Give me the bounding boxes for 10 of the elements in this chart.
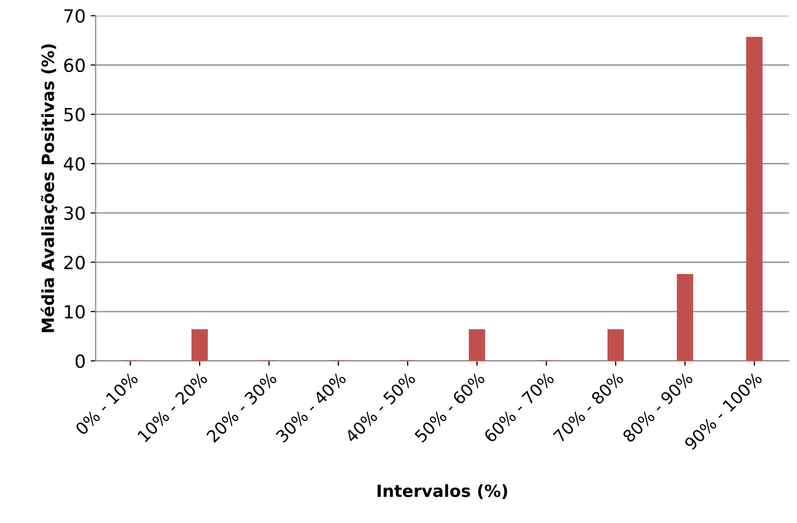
y-tick-label: 20 [64, 256, 85, 270]
y-tick-label: 50 [64, 108, 85, 122]
y-tick-label: 40 [64, 157, 85, 171]
y-tick-label: 70 [64, 9, 85, 23]
y-axis-title: Média Avaliações Positivas (%) [40, 44, 58, 332]
y-tick-label: 60 [64, 58, 85, 72]
y-tick-label: 30 [64, 206, 85, 220]
x-axis-title: Intervalos (%) [378, 484, 508, 500]
y-tick-label: 0 [76, 354, 85, 368]
y-tick-label: 10 [64, 305, 85, 319]
